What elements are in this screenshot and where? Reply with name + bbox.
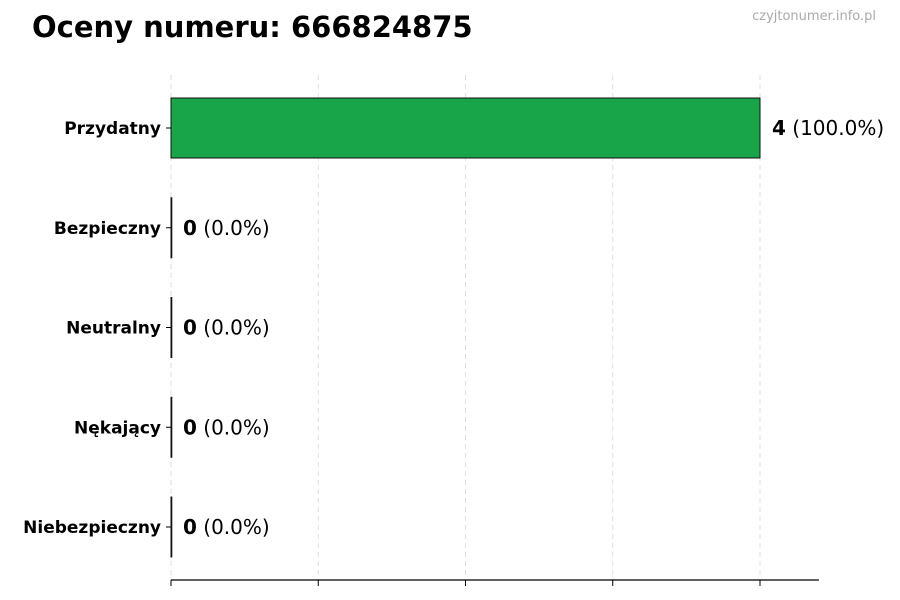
y-tick-label: Bezpieczny: [54, 219, 161, 239]
data-label: 0 (0.0%): [183, 515, 270, 539]
y-tick-label: Nękający: [74, 418, 161, 438]
bar: [170, 396, 173, 458]
data-label: 0 (0.0%): [183, 316, 270, 340]
chart-title: Oceny numeru: 666824875: [32, 10, 473, 44]
bar: [170, 197, 173, 259]
data-label: 0 (0.0%): [183, 216, 270, 240]
data-label: 0 (0.0%): [183, 415, 270, 439]
watermark: czyjtonumer.info.pl: [752, 9, 876, 24]
bar: [170, 496, 173, 558]
bar: [170, 297, 173, 358]
bar: [170, 97, 761, 159]
y-tick-label: Przydatny: [64, 119, 161, 139]
y-tick-label: Niebezpieczny: [23, 518, 161, 538]
y-tick-label: Neutralny: [66, 319, 161, 339]
data-label: 4 (100.0%): [772, 116, 884, 140]
